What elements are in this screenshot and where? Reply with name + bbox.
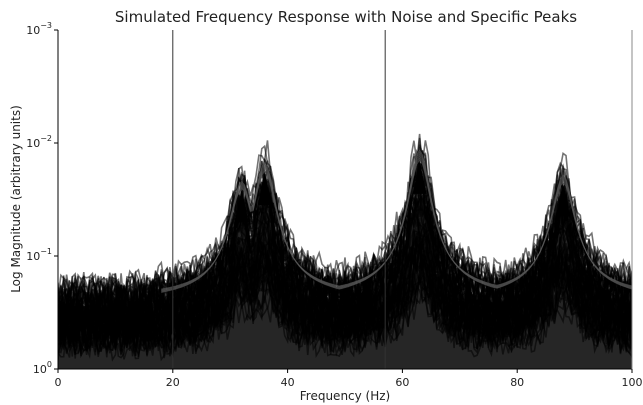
response-fill [58, 193, 632, 369]
x-tick-label: 20 [166, 376, 180, 389]
chart-title: Simulated Frequency Response with Noise … [115, 8, 577, 26]
noise-trace [58, 137, 632, 313]
noise-traces [58, 30, 632, 369]
y-tick-label: 10−1 [26, 247, 52, 263]
peak-mark [412, 159, 427, 194]
axes: 0 20 40 60 80 100 100 10−1 10−2 10−3 [26, 21, 642, 389]
peak-mark [234, 188, 249, 223]
x-tick-label: 100 [622, 376, 643, 389]
x-tick-label: 60 [395, 376, 409, 389]
x-tick-label: 40 [281, 376, 295, 389]
plot-area [58, 30, 632, 369]
x-tick-label: 0 [55, 376, 62, 389]
peak-mark [556, 182, 571, 217]
y-tick-label: 100 [33, 360, 52, 376]
x-tick-label: 80 [510, 376, 524, 389]
y-axis-label: Log Magnitude (arbitrary units) [9, 105, 23, 293]
y-tick-label: 10−2 [26, 134, 52, 150]
y-tick-label: 10−3 [26, 21, 52, 37]
peak-mark [257, 171, 272, 206]
x-axis-label: Frequency (Hz) [300, 389, 391, 403]
envelope-line [161, 149, 632, 293]
